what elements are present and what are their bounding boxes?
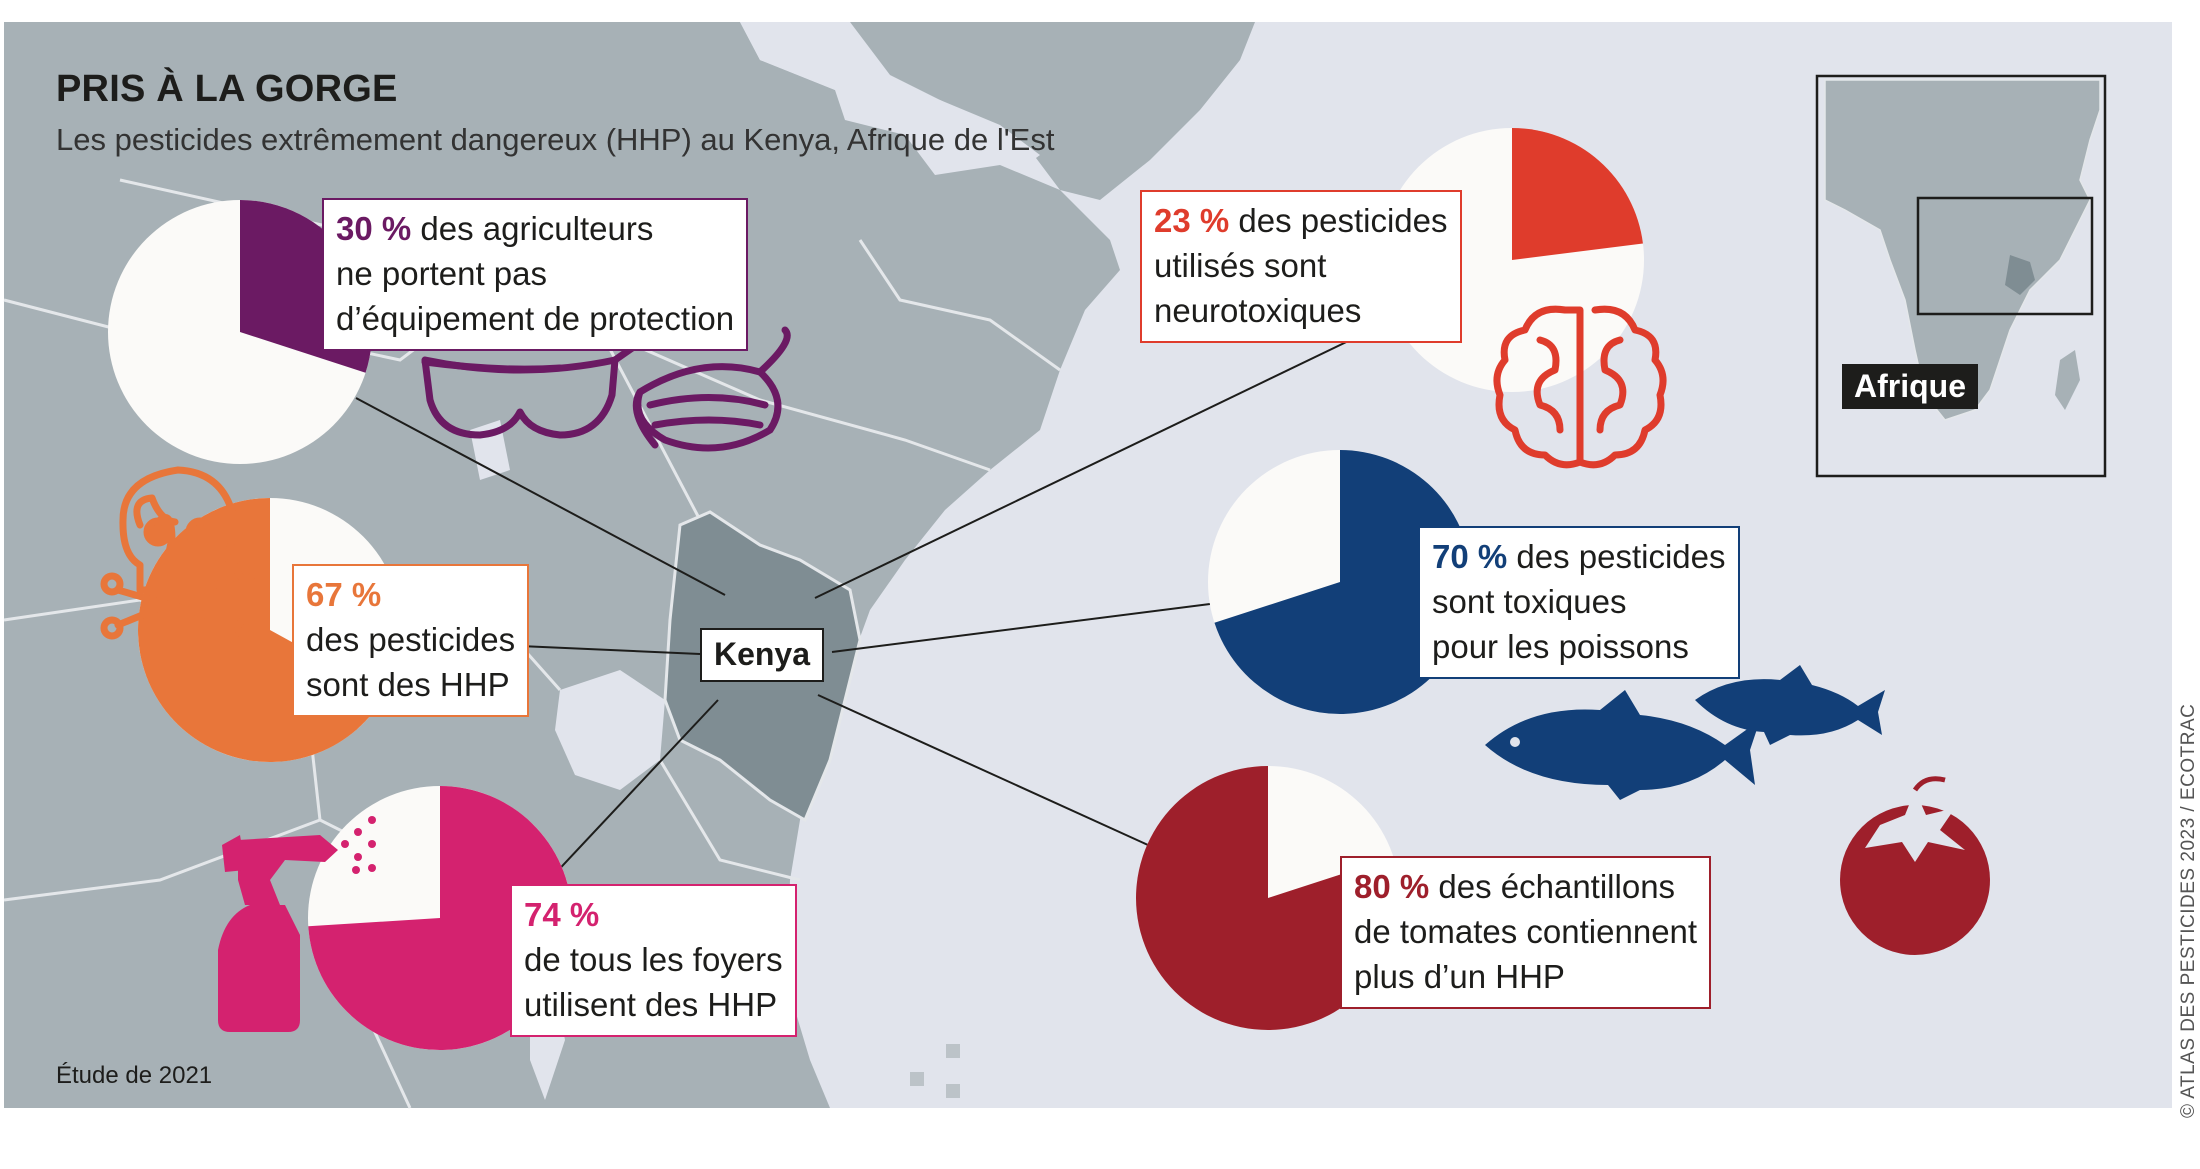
stat-percent: 30 %: [336, 210, 412, 247]
stat-percent: 74 %: [524, 896, 600, 933]
page-title: PRIS À LA GORGE: [56, 68, 398, 110]
pie-slice-tomatoes: [1136, 766, 1400, 1031]
stat-text: de tomates contiennent: [1354, 913, 1698, 950]
kenya-label: Kenya: [700, 628, 824, 682]
islands: [910, 1044, 960, 1098]
stat-text: utilisés sont: [1154, 247, 1327, 284]
pie-slice-neurotoxic: [1512, 128, 1643, 260]
study-note: Étude de 2021: [56, 1062, 213, 1089]
stat-text: plus d’un HHP: [1354, 958, 1565, 995]
stat-text: utilisent des HHP: [524, 986, 778, 1023]
stat-text: sont toxiques: [1432, 583, 1627, 620]
stat-text: neurotoxiques: [1154, 292, 1362, 329]
brain-icon: [1493, 305, 1667, 469]
arabia-landmass: [850, 22, 1255, 200]
fish-icon: [1485, 665, 1885, 800]
stat-label-households: 74 % de tous les foyers utilisent des HH…: [510, 884, 797, 1037]
stat-text: sont des HHP: [306, 666, 510, 703]
stat-text: d’équipement de protection: [336, 300, 735, 337]
stat-text: des pesticides: [306, 621, 516, 658]
stat-text: des pesticides: [1516, 538, 1726, 575]
tomato-icon: [1840, 776, 1990, 955]
spray-bottle-icon: [218, 816, 376, 1032]
stat-text: pour les poissons: [1432, 628, 1689, 665]
stat-percent: 67 %: [306, 576, 382, 613]
goggles-and-mask-icon: [421, 326, 791, 452]
stat-label-hhp: 67 % des pesticides sont des HHP: [292, 564, 530, 717]
pie-slice-fish: [1214, 450, 1473, 714]
pie-slice-households: [308, 786, 572, 1050]
stat-percent: 23 %: [1154, 202, 1230, 239]
skull-and-crossbones-icon: [100, 466, 258, 640]
gulf-sea: [880, 80, 1040, 170]
connector-lines: [355, 332, 1366, 896]
stat-label-fish: 70 % des pesticides sont toxiques pour l…: [1418, 526, 1740, 679]
inset-map-label: Afrique: [1842, 364, 1978, 409]
stat-text: ne portent pas: [336, 255, 547, 292]
stat-text: des agriculteurs: [420, 210, 654, 247]
page-subtitle: Les pesticides extrêmement dangereux (HH…: [56, 122, 1055, 157]
red-sea: [740, 22, 870, 90]
lake-victoria: [555, 670, 665, 790]
stat-text: des échantillons: [1438, 868, 1676, 905]
stat-percent: 70 %: [1432, 538, 1508, 575]
stat-label-neurotoxic: 23 % des pesticides utilisés sont neurot…: [1140, 190, 1462, 343]
stat-text: des pesticides: [1238, 202, 1448, 239]
credit: © ATLAS DES PESTICIDES 2023 / ECOTRAC: [2178, 703, 2199, 1118]
stat-text: de tous les foyers: [524, 941, 783, 978]
inset-map: [1815, 74, 2107, 478]
stat-percent: 80 %: [1354, 868, 1430, 905]
stat-label-tomatoes: 80 % des échantillons de tomates contien…: [1340, 856, 1712, 1009]
stat-label-equipment: 30 % des agriculteurs ne portent pas d’é…: [322, 198, 749, 351]
